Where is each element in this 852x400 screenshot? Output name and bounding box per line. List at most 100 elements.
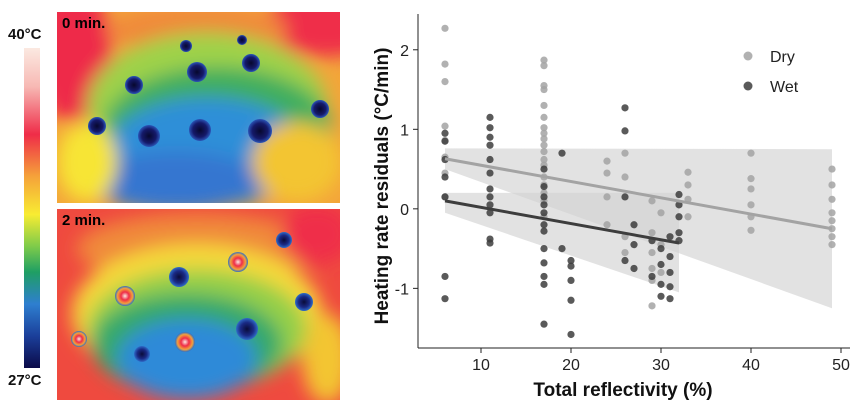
- data-point-wet: [567, 330, 575, 339]
- data-point-wet: [540, 272, 548, 281]
- x-tick-label: 50: [832, 357, 850, 374]
- data-point-dry: [684, 168, 692, 176]
- data-point-wet: [441, 193, 449, 201]
- data-point-dry: [657, 241, 665, 249]
- data-point-dry: [540, 113, 548, 121]
- data-point-wet: [540, 221, 548, 229]
- data-point-wet: [441, 129, 449, 137]
- data-point-wet: [657, 292, 665, 300]
- fit-lines: [444, 157, 833, 245]
- data-point-dry: [603, 157, 611, 165]
- data-point-dry: [657, 209, 665, 217]
- data-point-wet: [540, 244, 548, 253]
- data-point-wet: [540, 209, 548, 217]
- data-point-wet: [567, 256, 575, 265]
- data-point-wet: [675, 190, 683, 199]
- x-tick-label: 40: [742, 357, 760, 374]
- x-tick-label: 20: [562, 357, 580, 374]
- data-point-wet: [648, 272, 656, 281]
- data-point-wet: [486, 169, 494, 177]
- data-point-dry: [540, 129, 548, 137]
- data-point-dry: [540, 161, 548, 169]
- data-point-wet: [630, 241, 638, 249]
- data-point-wet: [666, 295, 674, 303]
- data-points: [441, 24, 836, 339]
- data-point-wet: [486, 193, 494, 201]
- data-point-dry: [540, 155, 548, 164]
- data-point-wet: [558, 244, 566, 253]
- data-point-dry: [540, 85, 548, 94]
- data-point-wet: [486, 201, 494, 209]
- data-point-wet: [486, 124, 494, 132]
- data-point-dry: [648, 197, 656, 205]
- data-point-wet: [621, 104, 629, 112]
- data-point-wet: [486, 141, 494, 149]
- data-point-wet: [486, 155, 494, 164]
- data-point-wet: [441, 173, 449, 181]
- data-point-dry: [657, 268, 665, 277]
- x-tick-label: 10: [472, 357, 490, 374]
- data-point-wet: [666, 233, 674, 241]
- data-point-dry: [828, 165, 836, 173]
- data-point-dry: [747, 175, 755, 183]
- data-point-wet: [540, 193, 548, 201]
- legend-label-wet: Wet: [770, 79, 799, 96]
- confidence-bands: [445, 148, 832, 309]
- data-point-wet: [540, 227, 548, 235]
- data-point-dry: [828, 225, 836, 233]
- data-point-wet: [621, 193, 629, 201]
- y-tick-label: -1: [395, 281, 409, 298]
- data-point-dry: [540, 181, 548, 189]
- data-point-dry: [540, 147, 548, 156]
- data-point-wet: [621, 256, 629, 265]
- data-point-dry: [747, 201, 755, 209]
- temperature-colorbar: [24, 48, 40, 368]
- panel-label-0min: 0 min.: [62, 15, 106, 32]
- data-point-dry: [441, 60, 449, 68]
- data-point-dry: [540, 141, 548, 149]
- data-point-wet: [657, 244, 665, 253]
- thermal-image-2min: 2 min.: [57, 209, 340, 400]
- data-point-wet: [486, 133, 494, 141]
- legend-label-dry: Dry: [770, 49, 795, 66]
- y-tick-label: 0: [400, 202, 409, 219]
- data-point-dry: [441, 24, 449, 32]
- x-axis-label: Total reflectivity (%): [533, 380, 712, 400]
- data-point-dry: [828, 209, 836, 217]
- data-point-dry: [828, 233, 836, 241]
- data-point-dry: [828, 217, 836, 225]
- fit-line-dry: [444, 157, 833, 231]
- data-point-wet: [621, 127, 629, 135]
- colorbar-max-label: 40°C: [8, 26, 42, 43]
- data-point-dry: [603, 193, 611, 201]
- data-point-wet: [657, 280, 665, 288]
- thermal-image-2min-graphic: [57, 209, 340, 400]
- data-point-dry: [684, 181, 692, 189]
- data-point-wet: [486, 113, 494, 121]
- colorbar-min-label: 27°C: [8, 372, 42, 389]
- data-point-dry: [648, 248, 656, 257]
- data-point-dry: [540, 213, 548, 221]
- data-point-wet: [630, 264, 638, 273]
- data-point-dry: [684, 213, 692, 221]
- data-point-wet: [567, 262, 575, 270]
- ci-band-wet: [445, 192, 679, 293]
- data-point-dry: [540, 189, 548, 197]
- data-point-dry: [828, 181, 836, 189]
- data-point-dry: [828, 195, 836, 203]
- data-point-wet: [648, 237, 656, 245]
- data-point-dry: [540, 173, 548, 181]
- data-point-dry: [747, 185, 755, 193]
- data-point-wet: [441, 137, 449, 145]
- data-point-dry: [621, 233, 629, 241]
- thermal-image-0min-graphic: [57, 12, 340, 203]
- data-point-dry: [540, 81, 548, 90]
- data-point-dry: [648, 302, 656, 310]
- data-point-wet: [558, 149, 566, 157]
- panel-label-2min: 2 min.: [62, 212, 106, 229]
- data-point-wet: [486, 235, 494, 243]
- data-point-dry: [747, 226, 755, 234]
- data-point-dry: [540, 197, 548, 205]
- data-point-wet: [540, 280, 548, 288]
